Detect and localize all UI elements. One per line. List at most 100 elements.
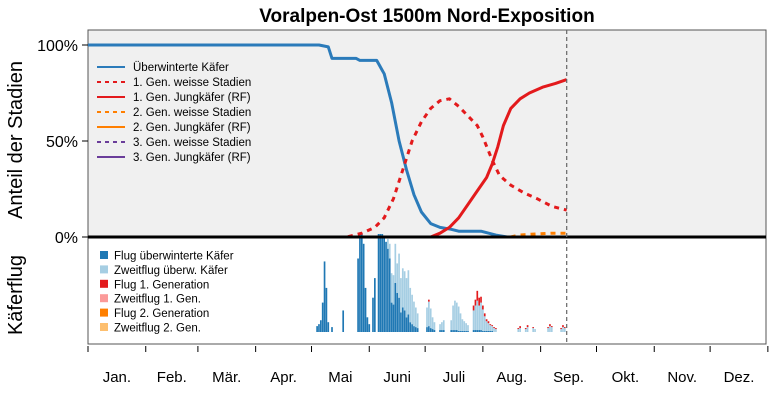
- flight-bar: [398, 253, 400, 298]
- flight-bar: [480, 302, 482, 331]
- flight-bar: [357, 258, 359, 332]
- flight-bar: [478, 330, 480, 332]
- flight-bar: [331, 327, 333, 332]
- flight-bar: [409, 322, 412, 332]
- flight-bar: [454, 330, 456, 332]
- flight-bar: [519, 326, 521, 329]
- legend-label: 1. Gen. Jungkäfer (RF): [133, 92, 251, 104]
- flight-bar: [433, 322, 436, 331]
- flight-bar: [482, 305, 484, 310]
- flight-bar: [439, 330, 441, 332]
- flight-bar: [474, 330, 477, 332]
- flight-bar: [366, 317, 369, 332]
- flight-bar: [534, 329, 536, 332]
- flight-bar: [377, 234, 380, 332]
- flight-bar: [465, 331, 467, 332]
- flight-bar: [414, 327, 417, 332]
- month-label: Okt.: [612, 369, 640, 386]
- flight-bar: [491, 326, 494, 332]
- flight-bar: [439, 324, 441, 331]
- flight-bar: [390, 302, 393, 332]
- flight-bar: [398, 297, 400, 332]
- month-label: Sep.: [553, 369, 584, 386]
- axes: Jan. Feb. Mär. Apr. Mai Juni Juli Aug. Sep. Okt. N…: [37, 38, 769, 386]
- flight-bar: [489, 324, 492, 326]
- flight-bar: [414, 307, 417, 328]
- legend-swatch: [100, 279, 108, 288]
- flight-bar: [476, 290, 479, 301]
- legend-label: Zweitflug 2. Gen.: [114, 323, 201, 335]
- flight-bar: [388, 243, 391, 259]
- flight-bar: [388, 258, 391, 332]
- legend-swatch: [100, 294, 108, 303]
- flight-bar: [472, 310, 475, 331]
- legend-swatch: [100, 265, 108, 274]
- month-label: Apr.: [270, 369, 297, 386]
- month-label: Juni: [383, 369, 411, 386]
- month-label: Nov.: [667, 369, 697, 386]
- y-axis-label-bottom: Käferflug: [5, 255, 27, 335]
- flight-bar: [472, 305, 475, 311]
- flight-bar: [426, 327, 428, 332]
- legend-label: 2. Gen. weisse Stadien: [133, 107, 251, 119]
- month-label: Mär.: [212, 369, 241, 386]
- legend-label: 3. Gen. weisse Stadien: [133, 137, 251, 149]
- flight-bar: [457, 331, 460, 332]
- flight-bar: [493, 327, 495, 329]
- flight-bar: [457, 306, 460, 332]
- flight-bar: [550, 327, 553, 332]
- flight-bar: [485, 321, 488, 332]
- flight-bar: [461, 319, 464, 332]
- flight-bar: [428, 326, 430, 332]
- flight-bar: [416, 313, 419, 329]
- flight-bar: [487, 323, 490, 332]
- legend-label: 3. Gen. Jungkäfer (RF): [133, 152, 251, 164]
- flight-bar: [362, 243, 365, 332]
- flight-bar: [392, 275, 395, 305]
- y-axis-label-top: Anteil der Stadien: [5, 61, 27, 219]
- flight-bar: [550, 326, 553, 328]
- flight-bar: [463, 331, 466, 332]
- flight-bar: [474, 305, 477, 331]
- flight-bar: [452, 330, 454, 332]
- flight-bar: [379, 234, 382, 332]
- flight-bar: [476, 300, 479, 331]
- legend-swatch: [100, 251, 108, 259]
- month-label: Aug.: [496, 369, 527, 386]
- legend-swatch: [100, 323, 108, 331]
- flight-bar: [394, 283, 397, 332]
- flight-bar: [325, 287, 328, 332]
- flight-bar: [316, 326, 318, 332]
- flight-bar: [489, 331, 492, 332]
- flight-bar: [426, 307, 428, 328]
- legend-label: 2. Gen. Jungkäfer (RF): [133, 122, 251, 134]
- series-line: [510, 231, 567, 239]
- flight-bar: [549, 324, 551, 327]
- flight-bar: [482, 331, 484, 332]
- flight-bar: [491, 325, 494, 327]
- flight-bar: [383, 235, 385, 332]
- flight-bar: [409, 287, 412, 323]
- legend-label: Überwinterte Käfer: [133, 62, 229, 74]
- flight-bar: [524, 329, 527, 332]
- flight-bar: [455, 330, 458, 332]
- flight-bar: [489, 325, 492, 332]
- flight-bar: [431, 329, 434, 332]
- flight-bar: [560, 329, 562, 332]
- flight-bar: [433, 330, 436, 332]
- flight-bar: [452, 305, 454, 331]
- flight-bar: [428, 301, 430, 327]
- flight-bar: [563, 328, 566, 332]
- month-label: Feb.: [157, 369, 187, 386]
- legend-label: Flug 2. Generation: [114, 308, 209, 320]
- legend-swatch: [100, 308, 108, 317]
- flight-bar: [467, 331, 469, 332]
- flight-bar: [431, 317, 434, 330]
- flight-bar: [480, 330, 482, 332]
- chart-title: Voralpen-Ost 1500m Nord-Exposition: [259, 6, 594, 27]
- flight-bar: [392, 304, 395, 332]
- flight-bar: [549, 326, 551, 332]
- flight-bar: [342, 310, 345, 332]
- stage-proportion-panel: [87, 29, 767, 238]
